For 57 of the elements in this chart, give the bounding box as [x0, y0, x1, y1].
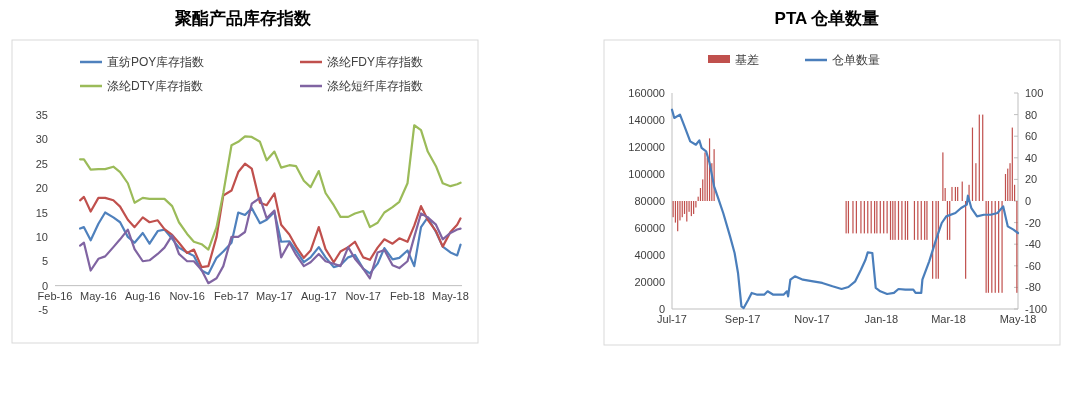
x-tick-label: Nov-17: [794, 313, 830, 325]
y-tick-label: 15: [35, 206, 48, 219]
line-series: [78, 162, 462, 269]
y-tick-label: 5: [41, 255, 48, 268]
y-tick-label: 10: [35, 230, 48, 243]
y2-tick-label: 80: [1025, 108, 1038, 121]
x-tick-label: May-16: [80, 289, 117, 302]
x-tick-label: Jan-18: [864, 313, 899, 325]
x-tick-label: May-18: [432, 289, 469, 302]
y-tick-label: 80000: [634, 195, 665, 207]
y2-tick-label: -60: [1025, 259, 1041, 272]
y2-tick-label: -40: [1025, 238, 1041, 251]
y2-tick-label: -100: [1025, 303, 1048, 315]
legend-label: 仓单数量: [832, 53, 880, 67]
y-tick-label: 140000: [628, 114, 665, 126]
line-series: [78, 196, 462, 285]
y-tick-label: 120000: [628, 141, 665, 153]
y-tick-label: 20: [35, 182, 48, 195]
chart-title: 聚酯产品库存指数: [174, 9, 312, 28]
legend-label: 基差: [735, 53, 759, 67]
x-tick-label: Nov-16: [169, 289, 205, 302]
chart-title: PTA 仓单数量: [774, 9, 880, 28]
legend-label: 涤纶DTY库存指数: [107, 79, 203, 93]
x-tick-label: Sep-17: [724, 313, 761, 325]
y-tick-label: 25: [35, 157, 48, 170]
x-tick-label: Aug-17: [301, 289, 337, 302]
line-series: [78, 124, 462, 251]
x-tick-label: May-18: [999, 313, 1037, 325]
y2-tick-label: 0: [1025, 195, 1032, 207]
y-tick-label: 60000: [634, 222, 665, 234]
legend-label: 直纺POY库存指数: [107, 55, 205, 69]
y-tick-label: 100000: [628, 168, 665, 180]
y2-tick-label: 40: [1025, 151, 1038, 164]
y-tick-label: -5: [38, 304, 48, 316]
y-tick-label: 30: [35, 133, 48, 146]
y-tick-label: 0: [41, 279, 48, 292]
y-tick-label: 0: [658, 303, 665, 315]
x-tick-label: Aug-16: [125, 289, 161, 302]
y2-tick-label: 60: [1025, 130, 1038, 143]
y2-tick-label: -80: [1025, 281, 1041, 294]
y2-tick-label: -20: [1025, 216, 1041, 229]
y-tick-label: 20000: [634, 276, 665, 288]
y-tick-label: 40000: [634, 249, 665, 261]
y-tick-label: 160000: [628, 87, 665, 99]
x-tick-label: Feb-18: [390, 289, 425, 302]
x-tick-label: Jul-17: [657, 313, 687, 325]
y2-tick-label: 20: [1025, 173, 1038, 186]
x-tick-label: Feb-17: [214, 289, 249, 302]
line-series: [78, 207, 462, 276]
x-tick-label: Mar-18: [931, 313, 966, 325]
x-tick-label: May-17: [256, 289, 293, 302]
legend-label: 涤纶短纤库存指数: [327, 79, 423, 93]
legend-label: 涤纶FDY库存指数: [327, 55, 423, 69]
x-tick-label: Nov-17: [345, 289, 381, 302]
y2-tick-label: 100: [1025, 87, 1044, 99]
y-tick-label: 35: [35, 109, 48, 121]
x-tick-label: Feb-16: [37, 289, 73, 302]
